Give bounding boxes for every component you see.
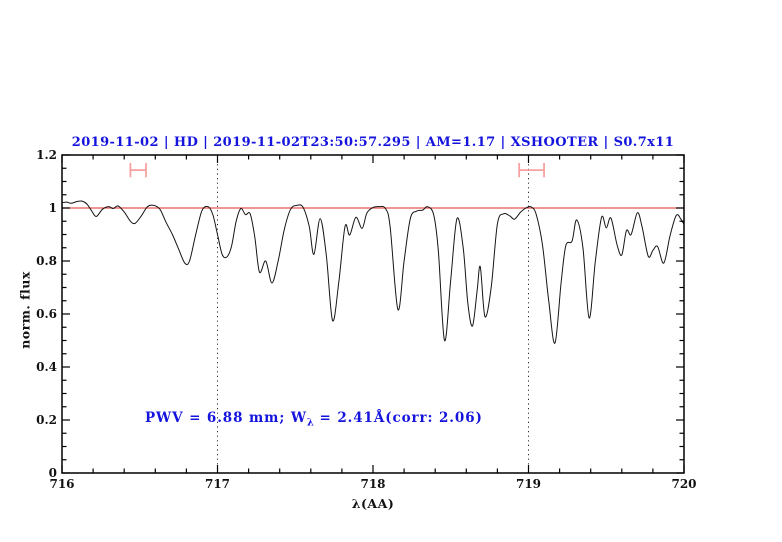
y-tick-label: 1: [48, 201, 57, 215]
pwv-annotation: PWV = 6.88 mm; Wλ = 2.41Å(corr: 2.06): [145, 410, 483, 429]
plot-title: 2019-11-02 | HD | 2019-11-02T23:50:57.29…: [71, 135, 675, 150]
y-tick-label: 0.2: [36, 413, 57, 427]
y-tick-label: 0.6: [36, 307, 57, 321]
x-tick-label: 720: [671, 477, 697, 491]
pwv-annotation-suffix: = 2.41Å(corr: 2.06): [313, 410, 483, 426]
y-axis-label: norm. flux: [17, 271, 33, 349]
pwv-annotation-prefix: PWV = 6.88 mm; W: [145, 410, 307, 426]
x-tick-label: 719: [515, 477, 542, 491]
x-tick-label: 716: [49, 477, 75, 491]
y-tick-label: 1.2: [36, 148, 57, 162]
y-tick-label: 0: [48, 466, 57, 480]
lambda-subscript: λ: [306, 417, 314, 429]
y-tick-label: 0.4: [36, 360, 57, 374]
x-axis-label: λ(AA): [351, 496, 395, 511]
x-tick-label: 718: [360, 477, 386, 491]
x-tick-label: 717: [204, 477, 231, 491]
y-tick-label: 0.8: [36, 254, 57, 268]
